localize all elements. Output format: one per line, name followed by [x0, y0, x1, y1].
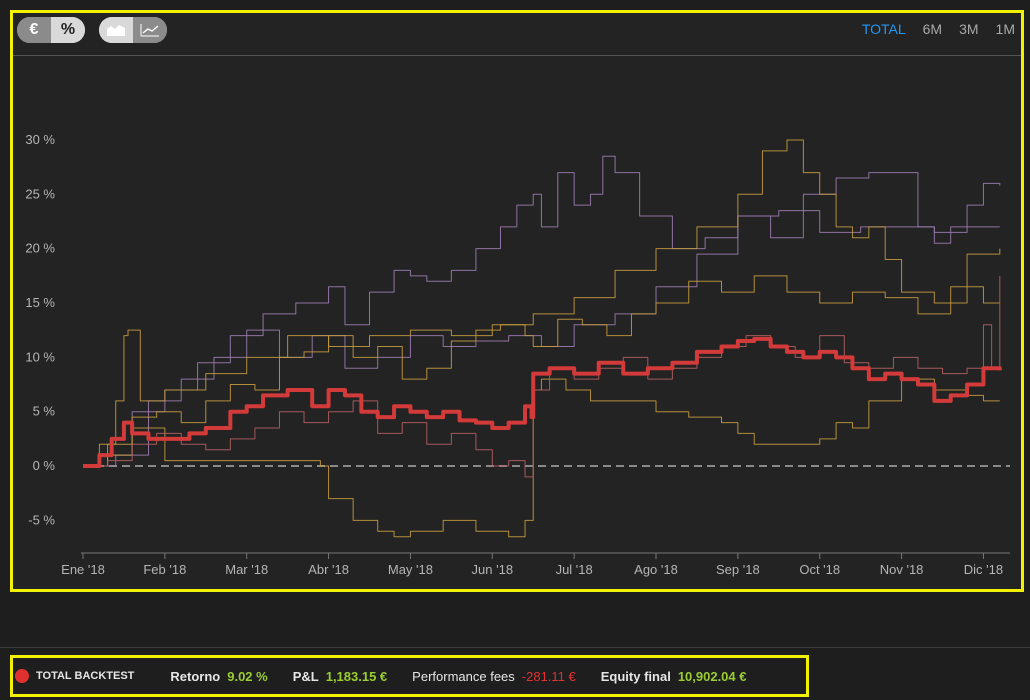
x-tick-label: Ago '18: [634, 562, 678, 577]
y-tick-label: 0 %: [33, 458, 56, 473]
strategy-series-line[interactable]: [83, 155, 1001, 467]
series-layer: [83, 139, 1010, 538]
y-tick-label: 15 %: [25, 295, 55, 310]
strategy-series-line[interactable]: [83, 378, 1000, 538]
strategy-series-line[interactable]: [83, 139, 1001, 467]
x-tick-label: Ene '18: [61, 562, 105, 577]
y-tick-label: 25 %: [25, 186, 55, 201]
x-tick-label: Nov '18: [880, 562, 924, 577]
y-tick-label: 30 %: [25, 132, 55, 147]
range-tab-3m[interactable]: 3M: [959, 21, 979, 37]
equity-value: 10,902.04 €: [677, 668, 747, 684]
x-tick-label: Dic '18: [964, 562, 1003, 577]
strategy-series-line[interactable]: [83, 275, 1000, 467]
x-tick-label: Mar '18: [225, 562, 268, 577]
series-name[interactable]: TOTAL BACKTEST: [36, 670, 135, 682]
percent-toggle-button[interactable]: %: [51, 17, 85, 43]
range-tab-1m[interactable]: 1M: [995, 21, 1015, 37]
x-axis: Ene '18 Feb '18 Mar '18 Abr '18 May '18 Jun '…: [61, 552, 1010, 577]
x-tick-label: Oct '18: [799, 562, 840, 577]
performance-chart: -5 % 0 % 5 % 10 % 15 % 20 % 25 % 30 % Ene '18 Fe…: [25, 132, 1010, 577]
euro-toggle-button[interactable]: €: [17, 17, 51, 43]
y-tick-label: 20 %: [25, 241, 55, 256]
summary-bar: TOTAL BACKTEST Retorno 9.02 % P&L 1,183.…: [10, 655, 809, 697]
x-tick-label: Jul '18: [556, 562, 593, 577]
strategy-series-line[interactable]: [83, 275, 1001, 478]
x-tick-label: Sep '18: [716, 562, 760, 577]
series-color-dot: [15, 669, 29, 683]
fees-label: Performance fees: [412, 668, 515, 684]
x-tick-label: Abr '18: [308, 562, 349, 577]
chart-panel: € % TOTAL 6M 3M 1M -5 % 0 % 5 % 10 % 15 % 20 …: [10, 10, 1024, 592]
pl-value: 1,183.15 €: [325, 668, 388, 684]
fees-value: -281.11 €: [521, 668, 576, 684]
divider: [0, 647, 1030, 648]
range-tab-total[interactable]: TOTAL: [861, 21, 906, 37]
strategy-series-line[interactable]: [83, 210, 1000, 467]
area-chart-icon[interactable]: [99, 17, 133, 43]
total-series-line[interactable]: [83, 336, 1002, 469]
y-axis: -5 % 0 % 5 % 10 % 15 % 20 % 25 % 30 %: [25, 132, 55, 527]
y-tick-label: 10 %: [25, 349, 55, 364]
y-tick-label: 5 %: [33, 404, 56, 419]
line-chart-icon[interactable]: [133, 17, 167, 43]
range-tab-6m[interactable]: 6M: [922, 21, 943, 37]
chart-type-toggle[interactable]: [99, 17, 167, 43]
retorno-value: 9.02 %: [227, 668, 268, 684]
x-tick-label: Jun '18: [472, 562, 514, 577]
retorno-label: Retorno: [170, 668, 221, 684]
range-tabs: TOTAL 6M 3M 1M: [862, 21, 1015, 37]
equity-label: Equity final: [600, 668, 671, 684]
header-divider: [13, 55, 1021, 56]
x-tick-label: Feb '18: [143, 562, 186, 577]
unit-toggle[interactable]: € %: [17, 17, 85, 43]
pl-label: P&L: [292, 668, 319, 684]
x-tick-label: May '18: [388, 562, 433, 577]
y-tick-label: -5 %: [28, 512, 55, 527]
